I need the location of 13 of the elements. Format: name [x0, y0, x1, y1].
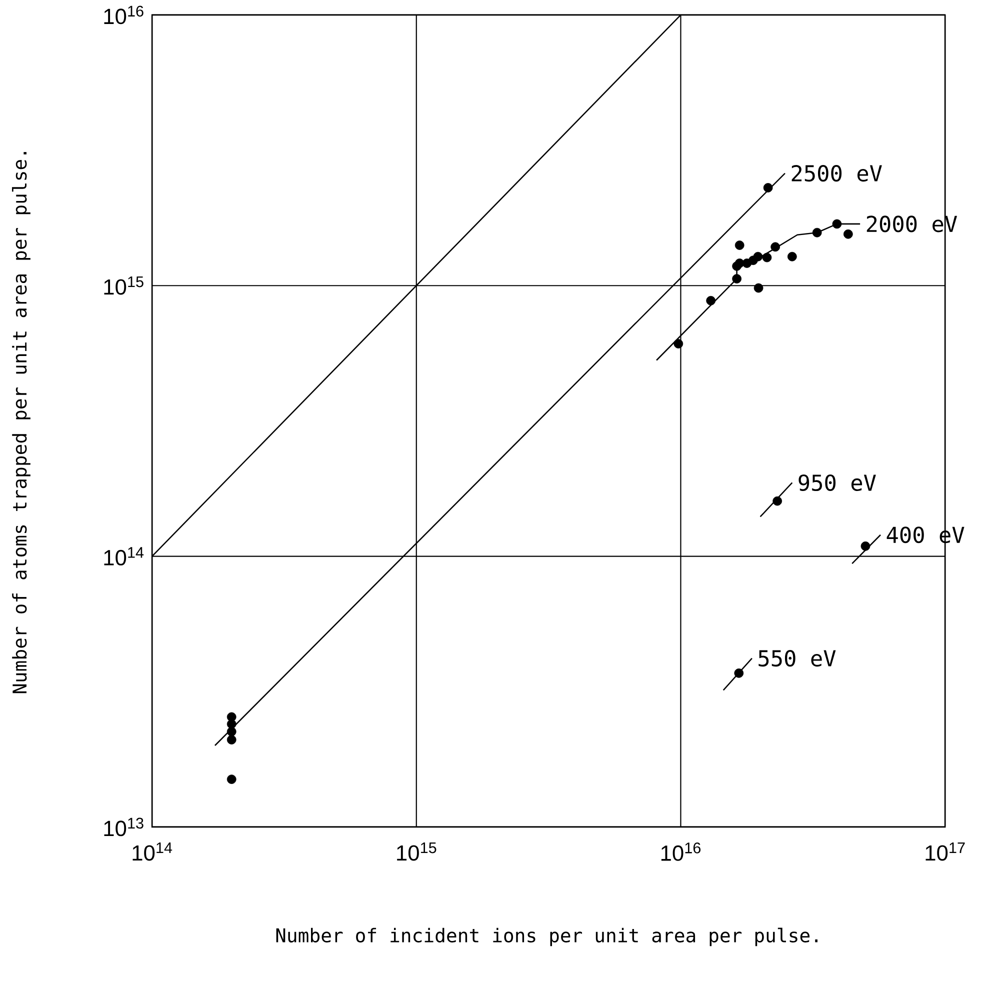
annotation: 550 eV	[758, 650, 836, 667]
x-tick-label: 10$^{14}$	[132, 842, 172, 861]
annotation: 2500 eV	[792, 165, 882, 182]
x-axis-title: Number of incident ions per unit area per pulse.	[276, 928, 818, 946]
x-tick-label: 10$^{16}$	[661, 842, 701, 861]
annotation: 950 eV	[798, 474, 876, 492]
y-tick-label: 10$^{13}$	[104, 818, 144, 836]
x-tick-label: 10$^{15}$	[397, 842, 436, 861]
x-tick-label: 10$^{17}$	[926, 842, 965, 861]
y-tick-label: 10$^{14}$	[104, 547, 144, 566]
y-tick-label: 10$^{16}$	[104, 6, 144, 24]
y-tick-label: 10$^{15}$	[104, 276, 144, 295]
y-axis-title: Number of atoms trapped per unit area per pulse.	[12, 152, 30, 694]
